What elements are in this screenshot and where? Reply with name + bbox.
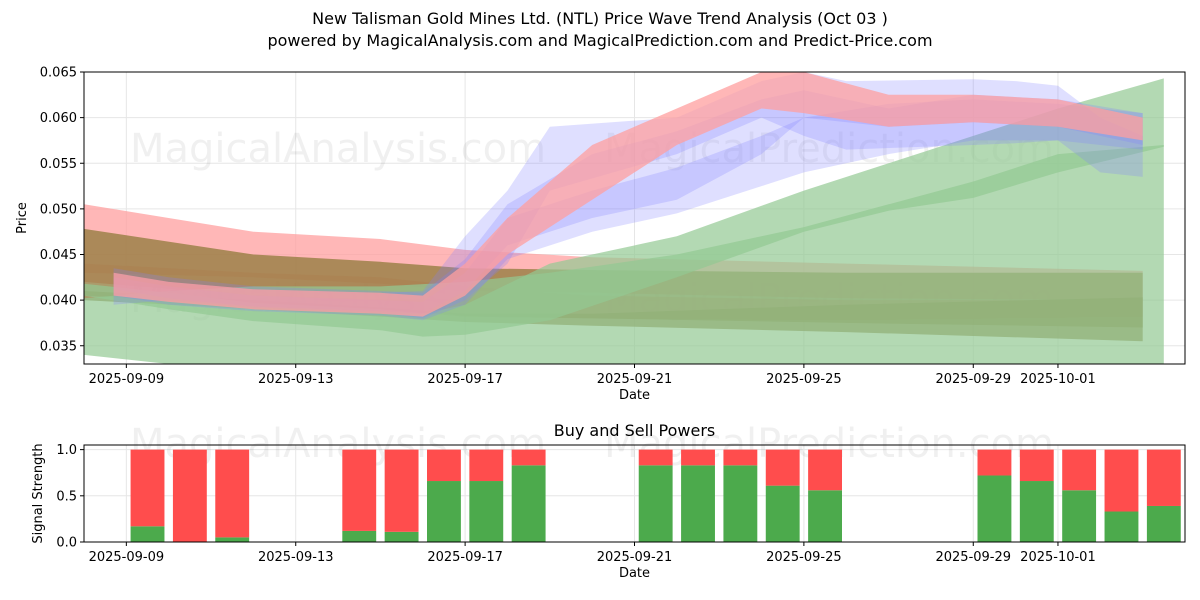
x-tick-label: 2025-09-29 (935, 550, 1011, 565)
sell-bar (427, 449, 461, 482)
buy-bar (638, 465, 673, 542)
buy-bar (1146, 505, 1181, 542)
x-tick-label: 2025-09-09 (89, 550, 165, 565)
signal-panel: MagicalAnalysis.com MagicalPrediction.com… (31, 421, 1186, 581)
x-tick-label: 2025-09-09 (89, 372, 165, 387)
y-tick-label: 0.050 (40, 202, 77, 217)
x-tick-label: 2025-09-21 (597, 550, 673, 565)
band-blue-band-2 (113, 99, 1143, 321)
band-blue-band-1 (113, 72, 1143, 319)
watermark-text: MagicalAnalysis.com (130, 126, 546, 172)
chart-subtitle: powered by MagicalAnalysis.com and Magic… (267, 31, 933, 50)
y-tick-label: 0.060 (40, 111, 77, 126)
x-tick-label: 2025-10-01 (1020, 372, 1096, 387)
y-tick-label: 0.0 (56, 536, 77, 551)
buy-bar (215, 537, 250, 542)
sell-bar (638, 449, 673, 466)
buy-bar (511, 465, 546, 542)
chart-title: New Talisman Gold Mines Ltd. (NTL) Price… (312, 9, 888, 28)
band-green-band-2 (84, 78, 1164, 337)
plot-area (130, 449, 1181, 542)
y-axis: 0.035 0.040 0.045 0.050 0.055 0.060 0.065 (40, 66, 84, 354)
x-tick-label: 2025-09-17 (427, 372, 503, 387)
x-axis: 2025-09-09 2025-09-13 2025-09-17 2025-09-21… (89, 542, 1096, 565)
buy-bar (723, 465, 758, 542)
y-tick-label: 0.055 (40, 157, 77, 172)
x-tick-label: 2025-09-21 (597, 372, 673, 387)
sell-bar (1146, 449, 1181, 506)
x-tick-label: 2025-10-01 (1020, 550, 1096, 565)
band-red-wave (113, 72, 1143, 317)
x-tick-label: 2025-09-13 (258, 550, 334, 565)
sell-bar (681, 449, 715, 466)
y-axis-label: Signal Strength (31, 443, 46, 543)
buy-bar (427, 481, 461, 542)
price-panel: MagicalAnalysis.com MagicalPrediction.com… (15, 66, 1186, 403)
buy-bar (130, 526, 165, 542)
x-axis-label: Date (619, 566, 650, 581)
y-tick-label: 0.040 (40, 294, 77, 309)
x-tick-label: 2025-09-25 (766, 550, 842, 565)
buy-bar (469, 481, 504, 542)
plot-area (84, 72, 1164, 364)
sell-bar (469, 449, 504, 482)
sell-bar (342, 449, 377, 531)
sell-bar (1104, 449, 1139, 512)
y-axis: 0.0 0.5 1.0 (56, 443, 84, 551)
buy-bar (1019, 481, 1054, 542)
y-tick-label: 0.035 (40, 339, 77, 354)
panel-title: Buy and Sell Powers (554, 421, 716, 440)
x-axis: 2025-09-09 2025-09-13 2025-09-17 2025-09-21… (89, 364, 1096, 387)
sell-bar (723, 449, 758, 466)
sell-bar (808, 449, 842, 491)
sell-bar (215, 449, 250, 538)
y-tick-label: 0.065 (40, 66, 77, 81)
buy-bar (342, 530, 377, 542)
y-tick-label: 1.0 (56, 443, 77, 458)
buy-bar (765, 485, 800, 542)
buy-bar (977, 475, 1012, 542)
sell-bar (384, 449, 419, 532)
x-tick-label: 2025-09-25 (766, 372, 842, 387)
sell-bar (977, 449, 1012, 476)
sell-bar (172, 449, 207, 542)
sell-bar (1019, 449, 1054, 482)
sell-bar (130, 449, 165, 527)
y-axis-label: Price (15, 202, 30, 234)
sell-bar (511, 449, 546, 466)
buy-bar (1062, 490, 1097, 542)
x-tick-label: 2025-09-17 (427, 550, 503, 565)
buy-bar (384, 531, 419, 542)
buy-bar (681, 465, 715, 542)
sell-bar (765, 449, 800, 486)
x-tick-label: 2025-09-13 (258, 372, 334, 387)
buy-bar (1104, 511, 1139, 542)
x-tick-label: 2025-09-29 (935, 372, 1011, 387)
y-tick-label: 0.045 (40, 248, 77, 263)
y-tick-label: 0.5 (56, 489, 77, 504)
band-blue-band-3 (113, 90, 1143, 314)
sell-bar (1062, 449, 1097, 491)
buy-bar (808, 490, 842, 542)
x-axis-label: Date (619, 388, 650, 403)
